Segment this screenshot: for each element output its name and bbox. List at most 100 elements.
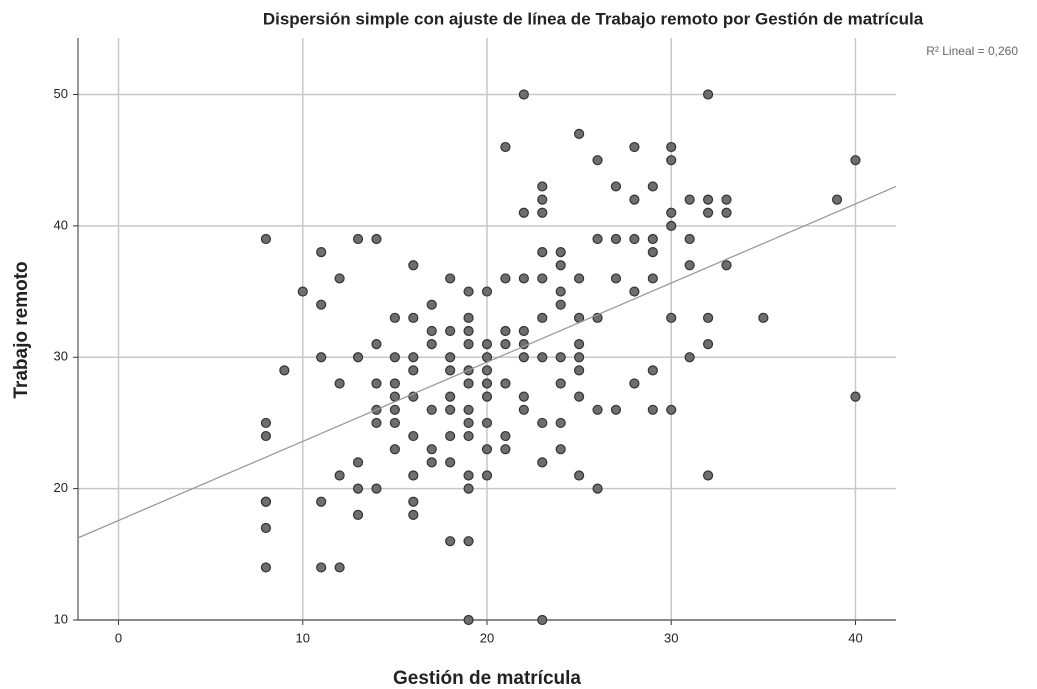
point <box>831 194 843 205</box>
point <box>666 404 677 415</box>
point <box>408 260 419 271</box>
point <box>371 483 382 494</box>
point <box>316 562 327 573</box>
point <box>518 207 529 218</box>
point <box>684 194 695 205</box>
point <box>574 352 585 363</box>
point <box>352 352 364 363</box>
point <box>610 233 622 245</box>
point <box>666 155 677 166</box>
point <box>389 378 400 389</box>
point <box>500 141 511 153</box>
point <box>260 522 272 534</box>
point <box>426 339 437 350</box>
point <box>574 128 585 140</box>
point <box>260 430 272 442</box>
point <box>463 325 474 337</box>
point <box>463 339 474 350</box>
point <box>518 404 529 415</box>
point <box>463 312 474 323</box>
point <box>518 89 529 100</box>
chart-title: Dispersión simple con ajuste de línea de… <box>263 9 924 28</box>
y-tick-label: 30 <box>54 349 68 364</box>
point <box>389 404 400 415</box>
point <box>537 194 548 205</box>
point <box>500 339 511 350</box>
point <box>537 352 548 363</box>
point <box>463 404 474 415</box>
point <box>555 444 566 455</box>
point <box>481 365 493 376</box>
point <box>408 509 419 520</box>
point <box>537 614 548 626</box>
point <box>463 536 474 547</box>
point <box>684 352 695 363</box>
point <box>684 233 695 245</box>
point <box>647 273 658 284</box>
point <box>481 286 493 297</box>
point <box>334 378 345 389</box>
point <box>426 325 437 337</box>
point <box>463 470 474 481</box>
point <box>463 483 474 494</box>
point <box>316 299 327 310</box>
y-tick-label: 40 <box>54 217 68 232</box>
x-tick-label: 0 <box>115 630 122 645</box>
point <box>592 233 603 245</box>
point <box>445 391 456 402</box>
point <box>555 352 566 363</box>
fit-line <box>77 185 897 539</box>
point <box>666 141 677 153</box>
point <box>555 260 566 271</box>
annotation: R² Lineal = 0,260 <box>926 44 1018 58</box>
point <box>389 444 400 455</box>
point <box>334 273 345 284</box>
point <box>537 247 548 258</box>
point <box>426 404 437 415</box>
point <box>445 352 456 363</box>
point <box>721 194 732 205</box>
point <box>702 470 714 481</box>
point <box>279 365 290 376</box>
point <box>481 391 493 402</box>
point <box>481 339 493 350</box>
point <box>647 233 658 245</box>
point <box>500 444 511 455</box>
point <box>463 614 474 626</box>
x-tick-label: 40 <box>848 630 862 645</box>
point <box>316 352 327 363</box>
point <box>408 352 419 363</box>
point <box>500 325 511 337</box>
point <box>518 391 529 402</box>
point <box>702 194 714 205</box>
point <box>702 312 714 323</box>
point <box>518 273 529 284</box>
point <box>629 378 640 389</box>
point <box>537 312 548 323</box>
point <box>610 273 622 284</box>
point <box>334 470 345 481</box>
point <box>518 352 529 363</box>
point <box>371 417 382 429</box>
point <box>389 312 400 323</box>
y-tick-label: 50 <box>54 86 68 101</box>
point <box>555 299 566 310</box>
point <box>684 260 695 271</box>
point <box>647 181 658 192</box>
point <box>647 365 658 376</box>
point <box>666 220 677 231</box>
point <box>574 273 585 284</box>
point <box>666 207 677 218</box>
point <box>371 339 382 350</box>
point <box>426 457 437 468</box>
point <box>481 378 493 389</box>
point <box>610 181 622 192</box>
point <box>574 365 585 376</box>
point <box>389 352 400 363</box>
point <box>371 233 382 245</box>
point <box>352 483 364 494</box>
point <box>666 312 677 323</box>
point <box>408 430 419 442</box>
point <box>721 260 732 271</box>
